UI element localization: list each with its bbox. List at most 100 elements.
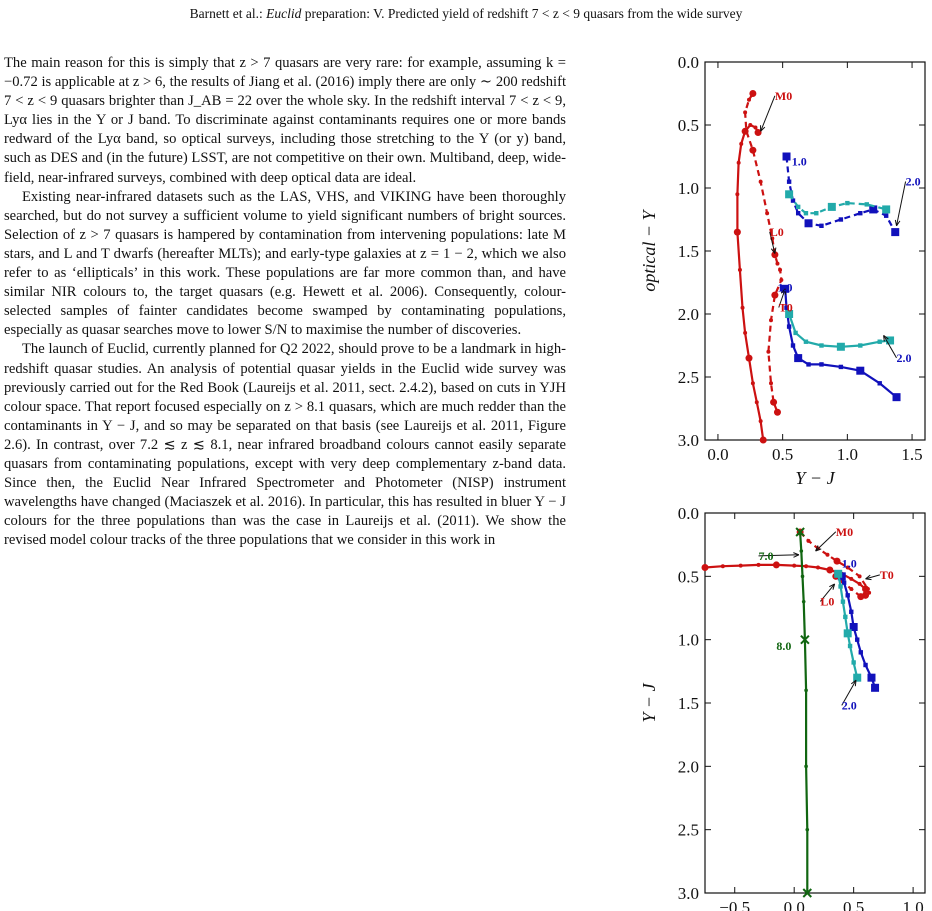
data-point — [802, 888, 812, 898]
data-point — [843, 629, 852, 638]
data-point — [857, 574, 862, 579]
data-point — [804, 564, 809, 569]
y-tick-label: 0.5 — [678, 116, 699, 135]
y-tick-label: 1.5 — [678, 694, 699, 713]
data-point — [847, 643, 853, 649]
data-point — [800, 634, 810, 645]
data-point — [795, 204, 801, 210]
x-tick-label: 0.0 — [784, 898, 805, 911]
track-label: 8.0 — [776, 639, 791, 653]
x-tick-label: 0.5 — [772, 445, 793, 464]
data-point — [892, 393, 901, 402]
x-tick-label: 0.0 — [707, 445, 728, 464]
data-point — [748, 123, 753, 127]
data-point — [786, 179, 792, 184]
data-point — [877, 381, 882, 386]
data-point — [738, 563, 743, 568]
data-point — [838, 584, 843, 589]
data-point — [773, 408, 781, 416]
data-point — [750, 381, 755, 386]
annotation-arrow — [758, 554, 799, 557]
data-point — [804, 764, 808, 769]
data-point — [845, 200, 850, 206]
data-point — [851, 660, 856, 665]
data-point — [833, 557, 841, 565]
y-tick-label: 2.0 — [678, 757, 699, 776]
data-point — [790, 343, 796, 348]
data-point — [819, 223, 824, 228]
data-point — [825, 552, 830, 557]
data-point — [784, 305, 789, 310]
data-point — [799, 549, 804, 553]
data-point — [771, 291, 779, 299]
y-tick-label: 2.5 — [678, 821, 699, 840]
data-point — [840, 599, 846, 604]
data-point — [720, 564, 725, 569]
data-point — [769, 318, 773, 323]
data-point — [754, 129, 762, 137]
data-point — [849, 609, 854, 614]
data-point — [877, 339, 882, 344]
series-line — [837, 573, 859, 678]
track-label: M0 — [836, 525, 853, 539]
data-point — [790, 198, 796, 203]
data-point — [785, 310, 794, 318]
data-point — [743, 110, 748, 115]
data-point — [882, 205, 891, 214]
data-point — [795, 527, 805, 537]
data-point — [883, 213, 889, 218]
data-point — [855, 637, 860, 642]
data-point — [801, 599, 806, 604]
x-axis-label: Y − J — [795, 468, 835, 488]
data-point — [871, 683, 880, 692]
data-point — [819, 343, 824, 348]
data-point — [857, 593, 865, 601]
data-point — [836, 342, 845, 351]
y-tick-label: 0.0 — [678, 504, 699, 523]
y-tick-label: 2.5 — [678, 368, 699, 387]
text-column: The main reason for this is simply that … — [4, 54, 566, 550]
data-point — [770, 398, 778, 406]
data-point — [826, 566, 834, 574]
data-point — [739, 141, 744, 146]
data-point — [803, 339, 809, 344]
data-point — [765, 211, 770, 216]
data-point — [838, 364, 844, 370]
data-point — [779, 277, 784, 282]
data-point — [804, 219, 813, 228]
y-tick-label: 3.0 — [678, 431, 699, 450]
data-point — [800, 574, 805, 579]
y-tick-label: 1.0 — [678, 179, 699, 198]
data-point — [849, 623, 858, 631]
track-label: T0 — [779, 300, 793, 314]
data-point — [858, 650, 863, 655]
annotation-arrowhead — [883, 335, 889, 342]
y-tick-label: 0.5 — [678, 567, 699, 586]
annotation-arrowhead — [894, 219, 901, 227]
track-label: 1.0 — [842, 556, 857, 570]
annotation-arrowhead — [850, 679, 857, 687]
track-label: 2.0 — [897, 351, 912, 365]
annotation-arrowhead — [815, 545, 822, 552]
annotation-arrow — [841, 679, 857, 706]
header-prefix: Barnett et al.: — [189, 6, 267, 21]
x-tick-label: 1.0 — [902, 898, 923, 911]
data-point — [803, 211, 809, 216]
annotation-arrowhead — [829, 583, 836, 590]
data-point — [841, 580, 847, 585]
data-point — [747, 97, 751, 102]
series-line — [840, 575, 877, 689]
track-label: L0 — [770, 225, 784, 239]
annotation-arrow — [896, 181, 907, 226]
y-tick-label: 2.0 — [678, 305, 699, 324]
y-tick-label: 3.0 — [678, 884, 699, 903]
data-point — [745, 354, 753, 362]
data-point — [743, 330, 748, 335]
annotation-arrowhead — [793, 552, 800, 558]
annotation-arrow — [815, 531, 837, 552]
data-point — [735, 192, 740, 197]
paragraph-3: The launch of Euclid, currently planned … — [4, 341, 566, 549]
data-point — [756, 562, 761, 567]
data-point — [794, 354, 803, 363]
